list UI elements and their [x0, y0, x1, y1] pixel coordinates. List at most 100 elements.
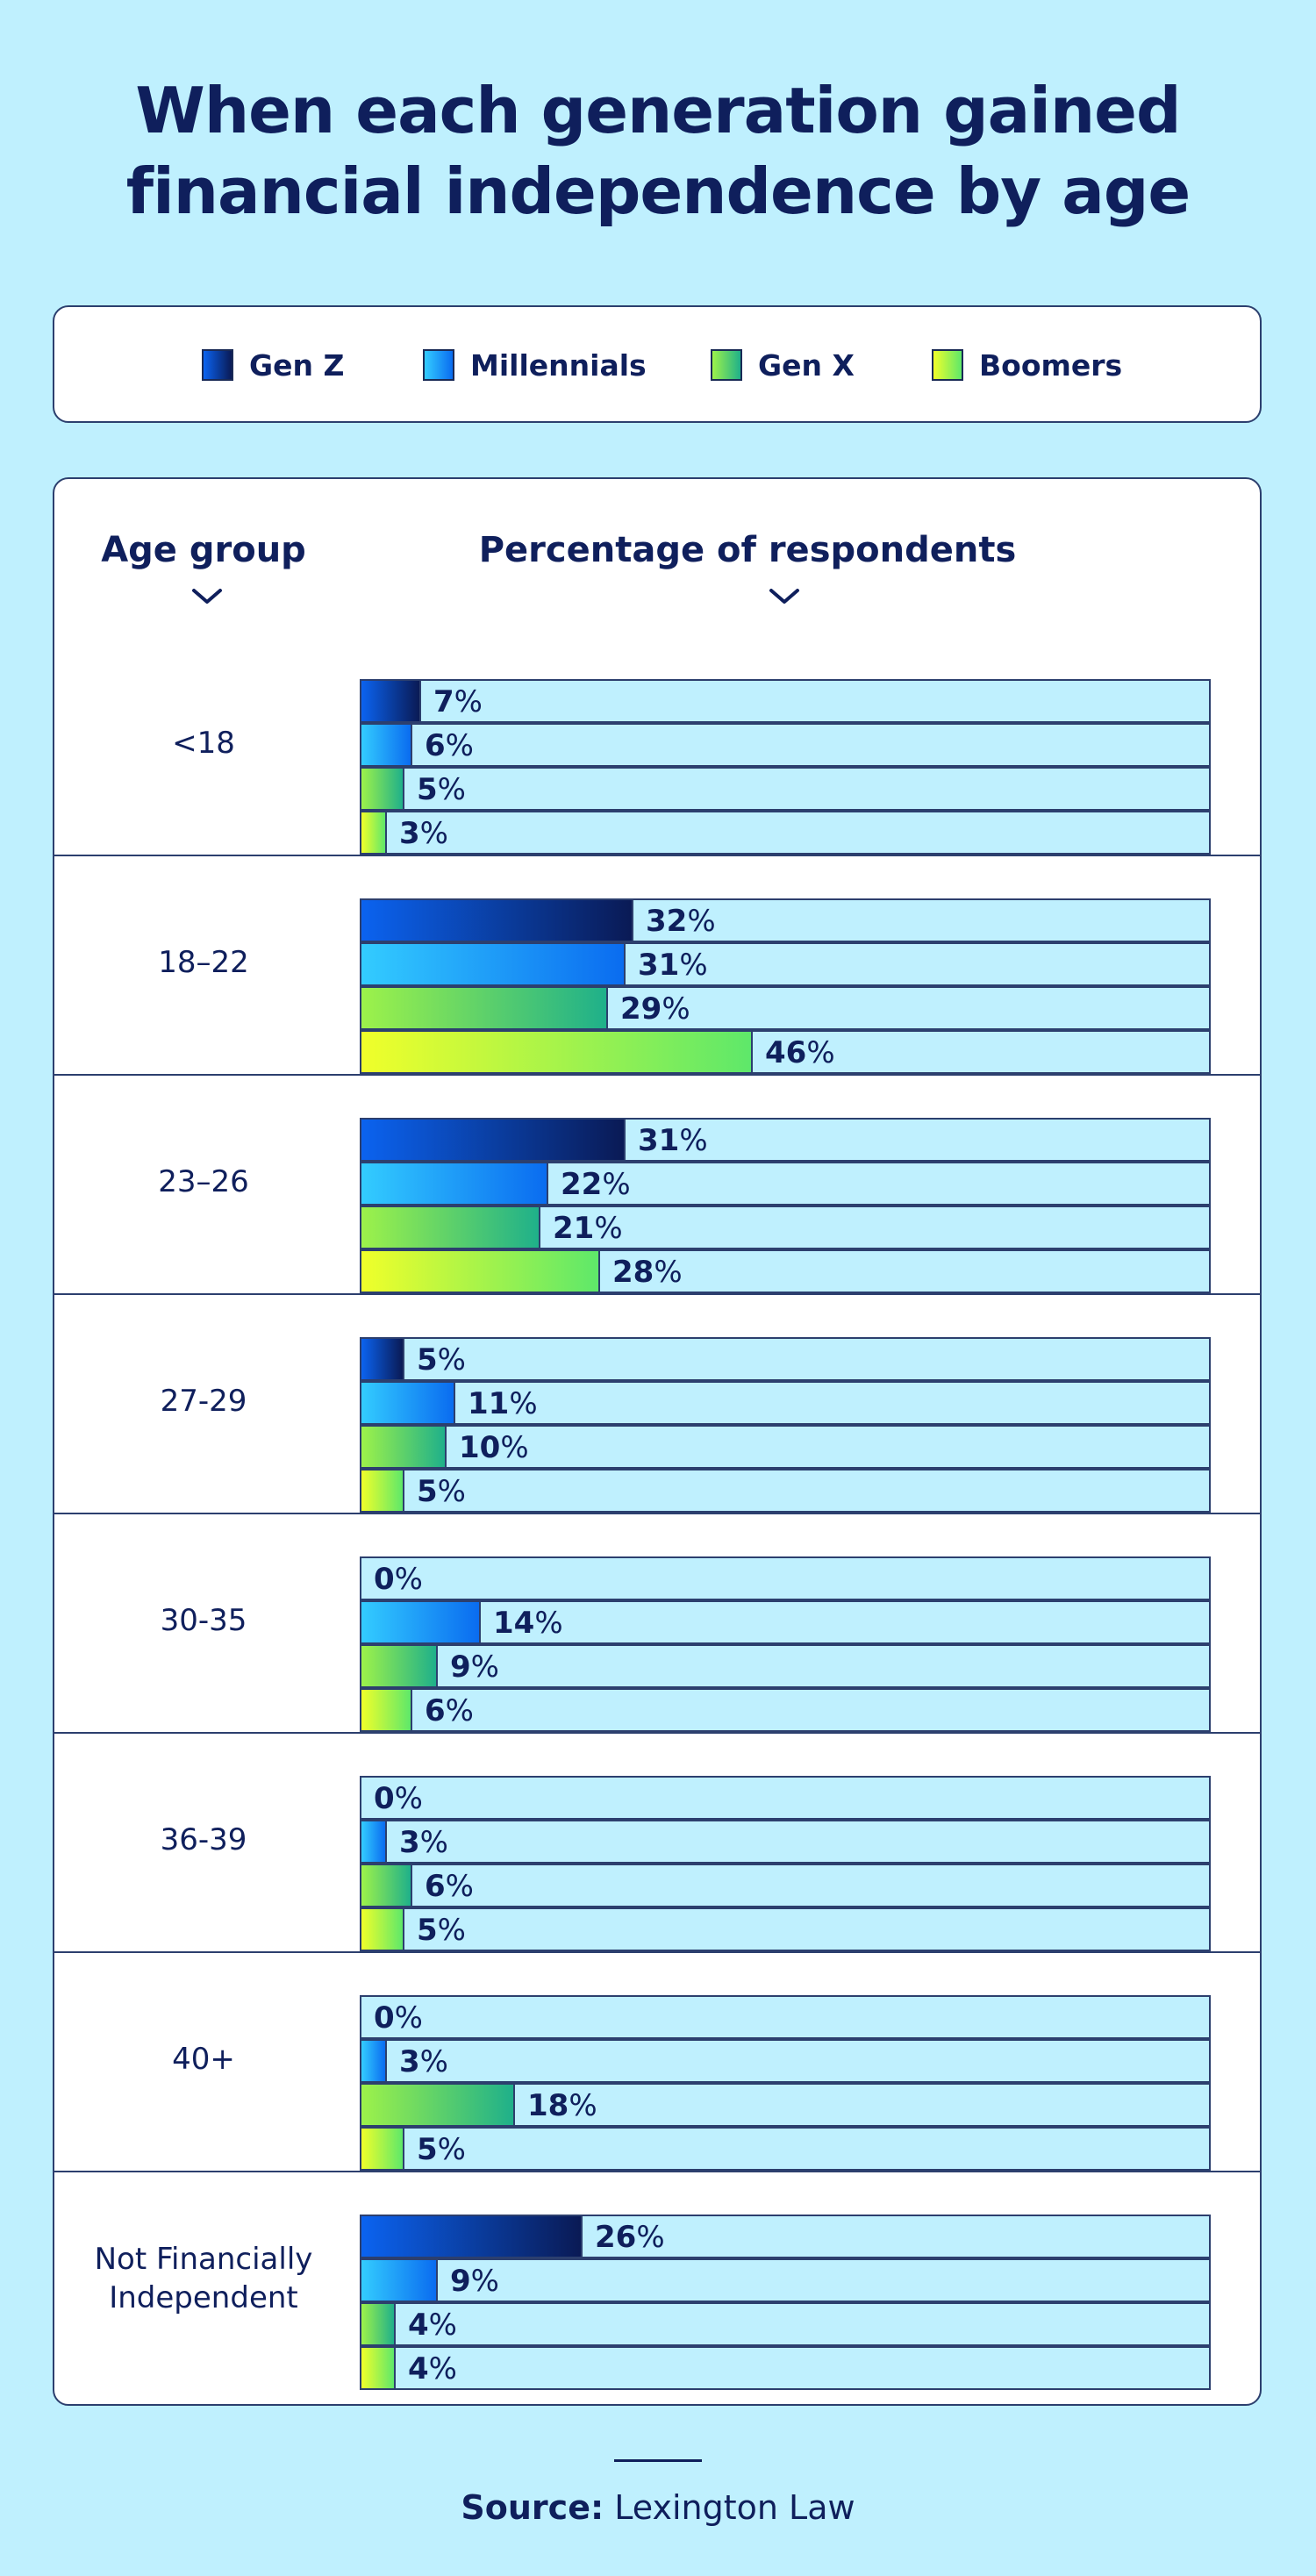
- data-label-value: 31: [638, 1123, 680, 1158]
- data-label: 3%: [399, 812, 448, 853]
- data-label: 3%: [399, 2041, 448, 2081]
- data-label: 31%: [638, 944, 708, 984]
- bar-track: 31%: [360, 942, 1211, 986]
- data-label-unit: %: [437, 2132, 466, 2167]
- data-label-unit: %: [437, 1913, 466, 1948]
- data-label-unit: %: [394, 1562, 423, 1597]
- bar-track: 5%: [360, 1469, 1211, 1513]
- bar-gen-x-40: [361, 2085, 515, 2125]
- data-label-unit: %: [394, 2000, 423, 2036]
- data-label-value: 6: [425, 1869, 446, 1904]
- bar-boomers-18-22: [361, 1032, 753, 1072]
- bar-track: 5%: [360, 767, 1211, 811]
- age-group-label: 18–22: [54, 943, 353, 982]
- data-label: 5%: [417, 1909, 466, 1950]
- age-group-header: Age group: [101, 530, 306, 570]
- bar-track: 5%: [360, 1337, 1211, 1381]
- legend: Gen Z Millennials Gen X Boomers: [53, 305, 1262, 423]
- legend-item-millennials: Millennials: [423, 347, 647, 383]
- data-label-unit: %: [394, 1781, 423, 1816]
- bar-gen-z-18: [361, 681, 421, 721]
- data-label-unit: %: [437, 772, 466, 807]
- bar-millennials-not-financially-independent: [361, 2260, 438, 2301]
- data-label-value: 0: [374, 1781, 395, 1816]
- bar-gen-x-not-financially-independent: [361, 2304, 396, 2344]
- data-label-unit: %: [806, 1035, 835, 1070]
- data-label-unit: %: [437, 1474, 466, 1509]
- data-label-unit: %: [428, 2351, 457, 2386]
- legend-label-gen-x: Gen X: [758, 347, 855, 383]
- data-label: 9%: [450, 1646, 499, 1686]
- bar-track: 6%: [360, 723, 1211, 767]
- age-group-label: 27-29: [54, 1382, 353, 1420]
- age-group-label-line: 18–22: [158, 945, 249, 980]
- data-label: 21%: [553, 1207, 623, 1248]
- age-group-label-line: Not Financially: [94, 2242, 313, 2277]
- chevron-down-icon: [192, 589, 222, 604]
- age-group-label-line: <18: [172, 726, 235, 761]
- data-label: 0%: [374, 1778, 423, 1818]
- chevron-down-icon: [769, 589, 799, 604]
- data-label: 6%: [425, 1865, 474, 1906]
- data-label-unit: %: [636, 2220, 665, 2255]
- bar-gen-z-27-29: [361, 1339, 404, 1379]
- bar-boomers-40: [361, 2129, 404, 2169]
- data-label-value: 5: [417, 1913, 438, 1948]
- bar-track: 7%: [360, 679, 1211, 723]
- bar-gen-x-30-35: [361, 1646, 438, 1686]
- data-label-unit: %: [662, 991, 690, 1027]
- data-label-value: 5: [417, 772, 438, 807]
- bar-track: 0%: [360, 1995, 1211, 2039]
- data-label-value: 11: [468, 1386, 510, 1421]
- data-label: 6%: [425, 725, 474, 765]
- bar-millennials-27-29: [361, 1383, 455, 1423]
- data-label-unit: %: [569, 2088, 597, 2123]
- bar-track: 6%: [360, 1688, 1211, 1732]
- bar-track: 3%: [360, 2039, 1211, 2083]
- row-divider: [54, 1074, 1260, 1076]
- data-label-unit: %: [419, 816, 448, 851]
- bar-track: 32%: [360, 898, 1211, 942]
- data-label: 7%: [433, 681, 483, 721]
- data-label-unit: %: [428, 2308, 457, 2343]
- percentage-header: Percentage of respondents: [478, 530, 1017, 570]
- bar-track: 6%: [360, 1864, 1211, 1907]
- bar-millennials-36-39: [361, 1821, 387, 1862]
- bar-track: 21%: [360, 1206, 1211, 1249]
- data-label: 0%: [374, 1558, 423, 1599]
- legend-label-boomers: Boomers: [979, 347, 1123, 383]
- data-label-value: 6: [425, 728, 446, 763]
- bar-boomers-23-26: [361, 1251, 600, 1292]
- data-label: 32%: [646, 900, 716, 941]
- bar-boomers-36-39: [361, 1909, 404, 1950]
- data-label-value: 14: [493, 1606, 535, 1641]
- age-group-label-line: 40+: [172, 2042, 235, 2077]
- source-divider: [614, 2459, 702, 2462]
- data-label-value: 3: [399, 1825, 420, 1860]
- data-label-unit: %: [509, 1386, 538, 1421]
- data-label-value: 3: [399, 816, 420, 851]
- source-text: Lexington Law: [614, 2488, 855, 2527]
- bar-track: 46%: [360, 1030, 1211, 1074]
- data-label: 29%: [620, 988, 690, 1028]
- data-label-unit: %: [445, 728, 474, 763]
- data-label-unit: %: [500, 1430, 529, 1465]
- bar-gen-z-23-26: [361, 1120, 626, 1160]
- data-label-unit: %: [679, 1123, 708, 1158]
- bar-gen-z-not-financially-independent: [361, 2216, 583, 2257]
- bar-gen-x-27-29: [361, 1427, 447, 1467]
- row-divider: [54, 1513, 1260, 1514]
- age-group-label: 23–26: [54, 1163, 353, 1201]
- data-label-unit: %: [602, 1167, 631, 1202]
- bar-gen-x-36-39: [361, 1865, 412, 1906]
- bar-boomers-not-financially-independent: [361, 2348, 396, 2388]
- data-label-value: 5: [417, 1342, 438, 1377]
- age-group-label: 30-35: [54, 1601, 353, 1640]
- bar-track: 31%: [360, 1118, 1211, 1162]
- bar-track: 22%: [360, 1162, 1211, 1206]
- bar-track: 29%: [360, 986, 1211, 1030]
- data-label-unit: %: [445, 1693, 474, 1728]
- bar-gen-x-18-22: [361, 988, 608, 1028]
- data-label-unit: %: [594, 1211, 623, 1246]
- data-label-unit: %: [437, 1342, 466, 1377]
